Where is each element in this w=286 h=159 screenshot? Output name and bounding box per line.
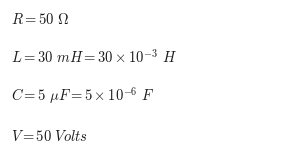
Text: $L = 30\ mH = 30 \times 10^{-3}\ H$: $L = 30\ mH = 30 \times 10^{-3}\ H$ (11, 48, 177, 66)
Text: $R = 50\ \Omega$: $R = 50\ \Omega$ (11, 12, 70, 27)
Text: $V = 50\ Volts$: $V = 50\ Volts$ (11, 129, 89, 144)
Text: $C = 5\ \mu F = 5 \times 10^{-6}\ F$: $C = 5\ \mu F = 5 \times 10^{-6}\ F$ (11, 85, 154, 106)
